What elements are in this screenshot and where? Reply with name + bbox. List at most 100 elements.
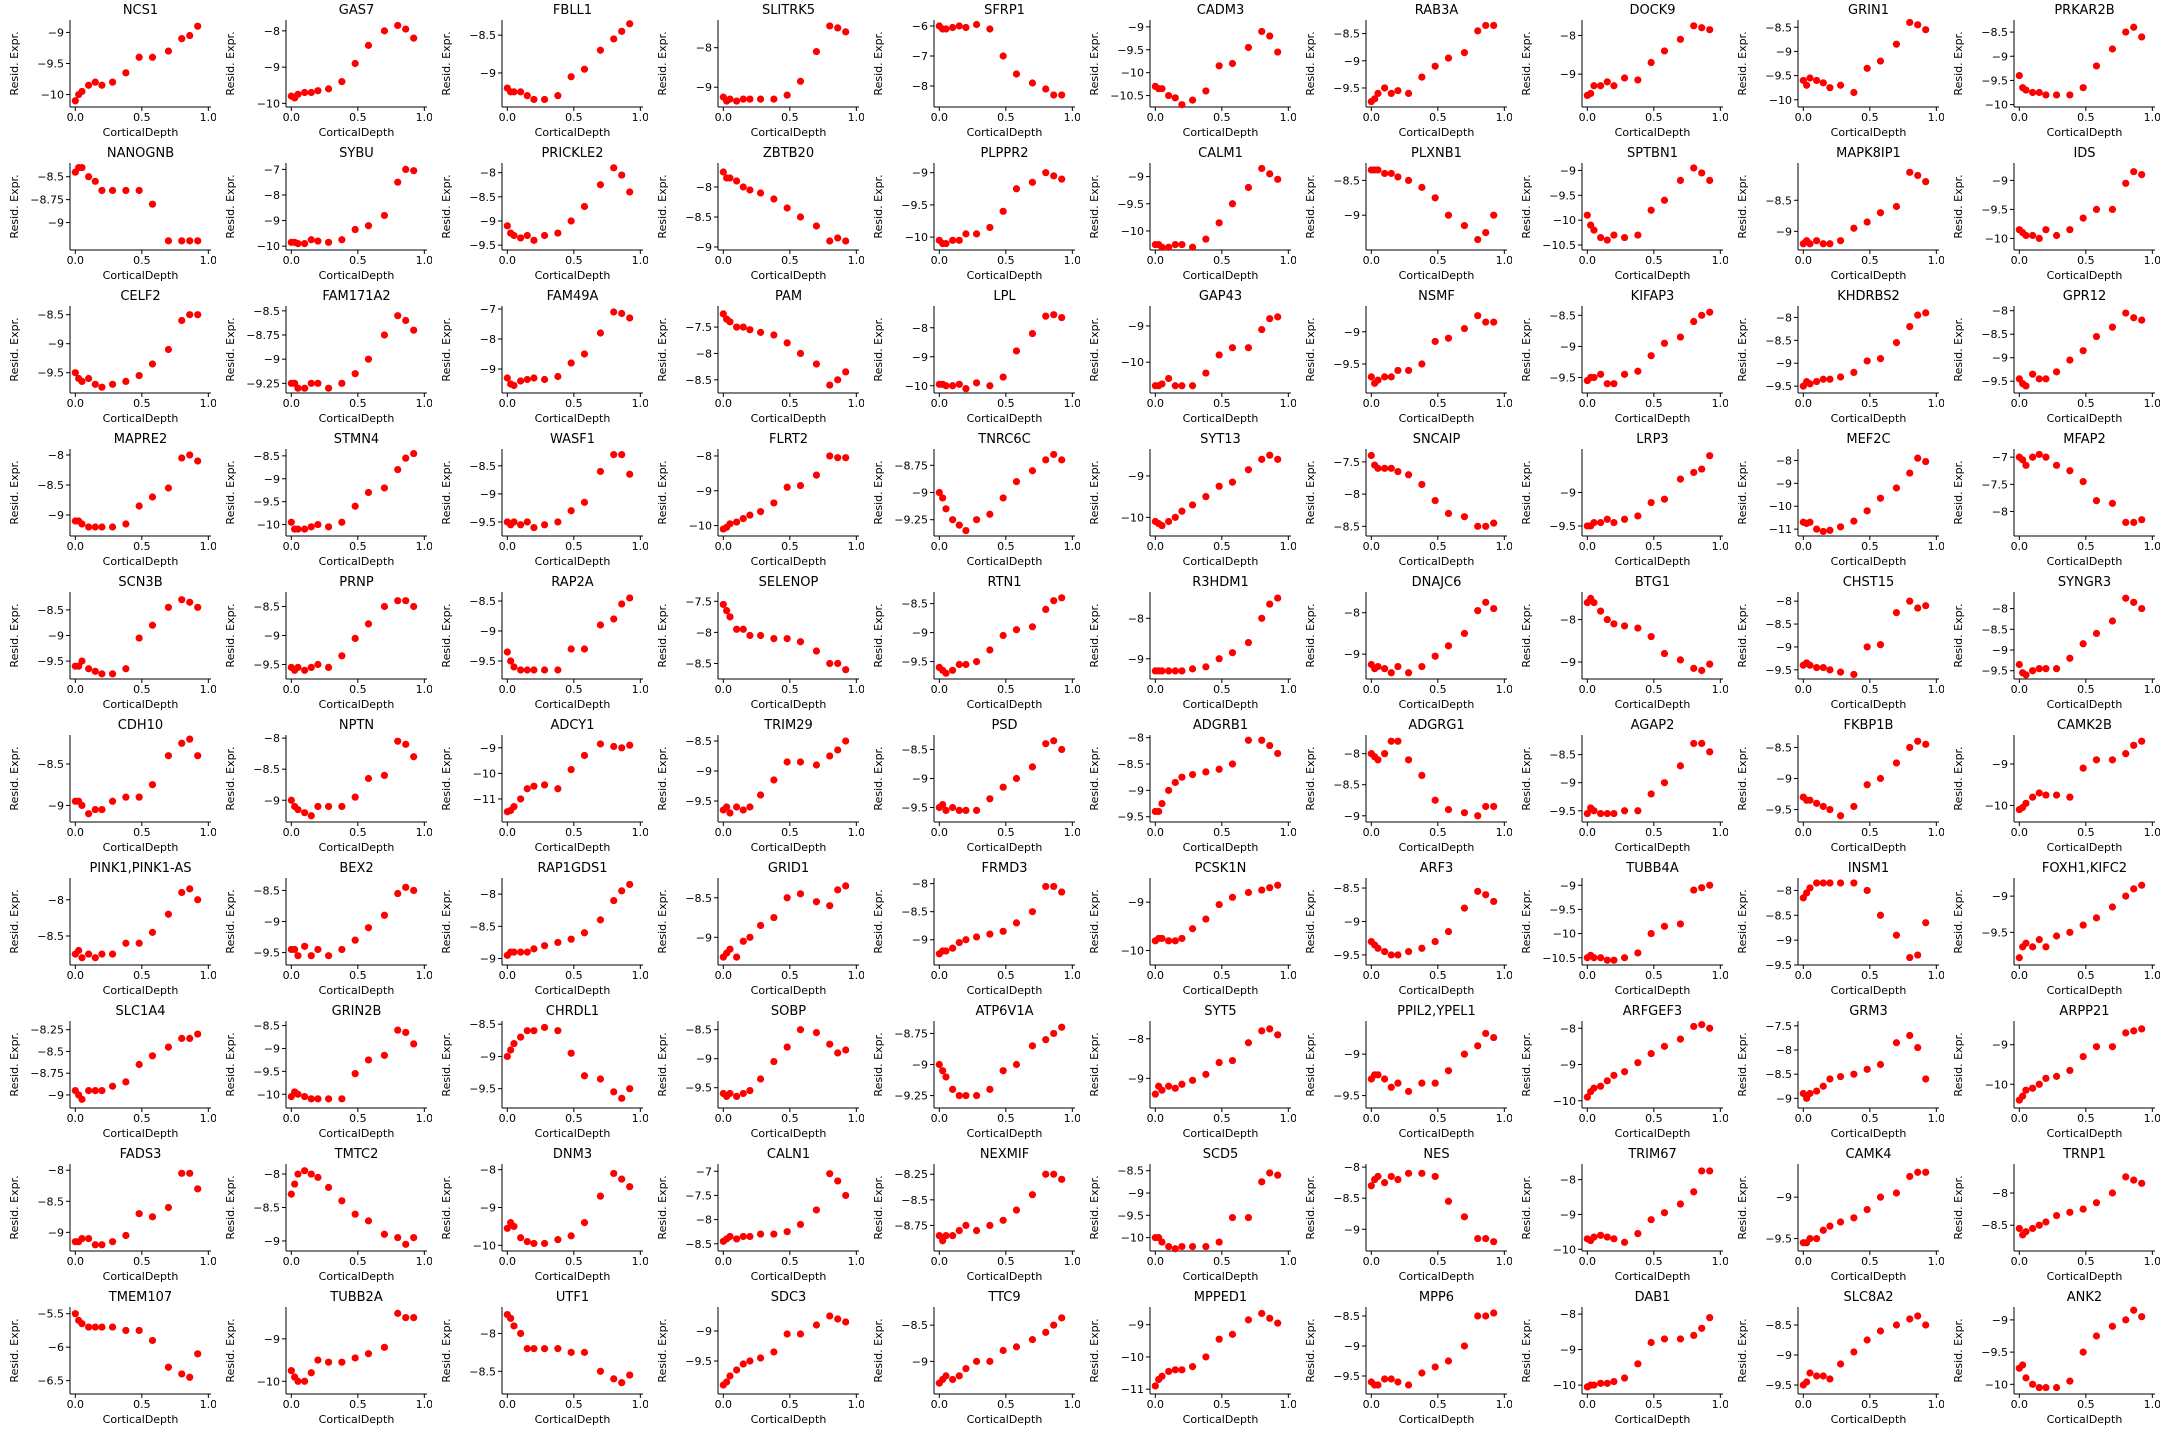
data-point <box>108 186 117 195</box>
data-point <box>2035 936 2043 944</box>
data-point <box>955 1226 963 1235</box>
data-point <box>1188 501 1197 509</box>
data-point <box>2029 231 2037 240</box>
data-point <box>380 1343 389 1351</box>
data-point <box>554 518 562 526</box>
y-tick-label: −10 <box>1121 225 1144 238</box>
data-point <box>1876 774 1885 783</box>
x-tick-label: 1.0 <box>632 397 648 410</box>
data-point <box>78 954 86 962</box>
x-tick-label: 0.5 <box>133 1398 151 1411</box>
data-point <box>1050 737 1058 745</box>
data-point <box>726 1089 734 1098</box>
panel-title: ADCY1 <box>551 718 595 733</box>
data-point <box>739 1232 747 1241</box>
x-tick-label: 0.5 <box>997 111 1015 124</box>
data-point <box>1028 1042 1037 1050</box>
data-point <box>1165 374 1173 383</box>
y-tick-label: −9 <box>1560 164 1576 177</box>
x-tick-label: 0.5 <box>1645 683 1663 696</box>
data-point <box>935 1232 943 1240</box>
data-point <box>2066 356 2074 364</box>
y-tick-label: −9 <box>1344 55 1360 68</box>
data-point <box>739 323 747 331</box>
y-tick-label: −8.5 <box>469 29 496 42</box>
data-point <box>122 793 130 801</box>
data-point <box>71 1310 79 1318</box>
data-point <box>626 20 634 28</box>
y-axis-label: Resid. Expr. <box>656 889 669 953</box>
data-point <box>1158 667 1166 675</box>
y-tick-label: −8.5 <box>1765 741 1792 754</box>
data-point <box>942 382 950 390</box>
data-point <box>986 930 994 938</box>
data-point <box>1610 1235 1618 1243</box>
y-axis-label: Resid. Expr. <box>440 889 453 953</box>
y-tick-label: −9 <box>696 241 712 254</box>
x-tick-label: 0.0 <box>931 254 949 267</box>
data-point <box>1620 233 1629 242</box>
x-tick-label: 0.0 <box>931 1112 949 1125</box>
data-point <box>540 1023 549 1032</box>
x-axis-label: CorticalDepth <box>967 555 1043 568</box>
y-axis-label: Resid. Expr. <box>656 31 669 95</box>
data-point <box>135 1210 143 1218</box>
data-point <box>1394 1378 1402 1386</box>
data-point <box>380 911 389 919</box>
data-point <box>1850 879 1858 887</box>
x-tick-label: 0.5 <box>781 397 799 410</box>
y-tick-label: −8 <box>1344 607 1360 620</box>
x-tick-label: 1.0 <box>1712 826 1728 839</box>
y-tick-label: −7.5 <box>1981 478 2008 491</box>
data-point <box>98 805 106 814</box>
data-point <box>410 753 418 761</box>
x-tick-label: 0.0 <box>2011 254 2029 267</box>
data-point <box>410 326 418 334</box>
data-point <box>942 806 950 814</box>
data-point <box>783 483 791 491</box>
y-tick-label: −9 <box>1992 50 2008 63</box>
data-point <box>972 1226 981 1235</box>
data-point <box>394 889 402 898</box>
data-point <box>596 916 605 924</box>
x-tick-label: 0.0 <box>2011 969 2029 982</box>
data-point <box>1836 668 1845 676</box>
y-tick-label: −9 <box>48 1226 64 1239</box>
data-point <box>1813 1087 1821 1095</box>
x-axis-label: CorticalDepth <box>2047 698 2123 711</box>
data-point <box>962 936 970 944</box>
x-axis-label: CorticalDepth <box>535 1127 611 1140</box>
data-point <box>1914 951 1922 959</box>
data-point <box>1188 1076 1197 1084</box>
x-axis-label: CorticalDepth <box>103 1270 179 1283</box>
data-point <box>746 95 754 103</box>
data-point <box>1610 231 1618 239</box>
data-point <box>351 634 359 642</box>
data-point <box>1906 597 1914 605</box>
y-tick-label: −9 <box>1560 656 1576 669</box>
data-point <box>1431 1172 1439 1181</box>
y-axis-label: Resid. Expr. <box>224 317 237 381</box>
data-point <box>2066 1377 2074 1385</box>
x-tick-label: 1.0 <box>1928 111 1944 124</box>
data-point <box>294 805 302 814</box>
x-tick-label: 0.0 <box>67 1112 85 1125</box>
panel-title: NANOGNB <box>107 146 174 161</box>
x-axis-label: CorticalDepth <box>1399 1413 1475 1426</box>
data-point <box>580 929 589 937</box>
panel-title: FLRT2 <box>769 432 808 447</box>
data-point <box>364 488 373 497</box>
x-tick-label: 1.0 <box>200 826 216 839</box>
x-axis-label: CorticalDepth <box>2047 1270 2123 1283</box>
x-tick-label: 1.0 <box>1064 254 1080 267</box>
data-point <box>1826 375 1834 383</box>
data-point <box>1634 807 1642 815</box>
data-point <box>739 1089 747 1098</box>
data-point <box>1474 235 1482 244</box>
